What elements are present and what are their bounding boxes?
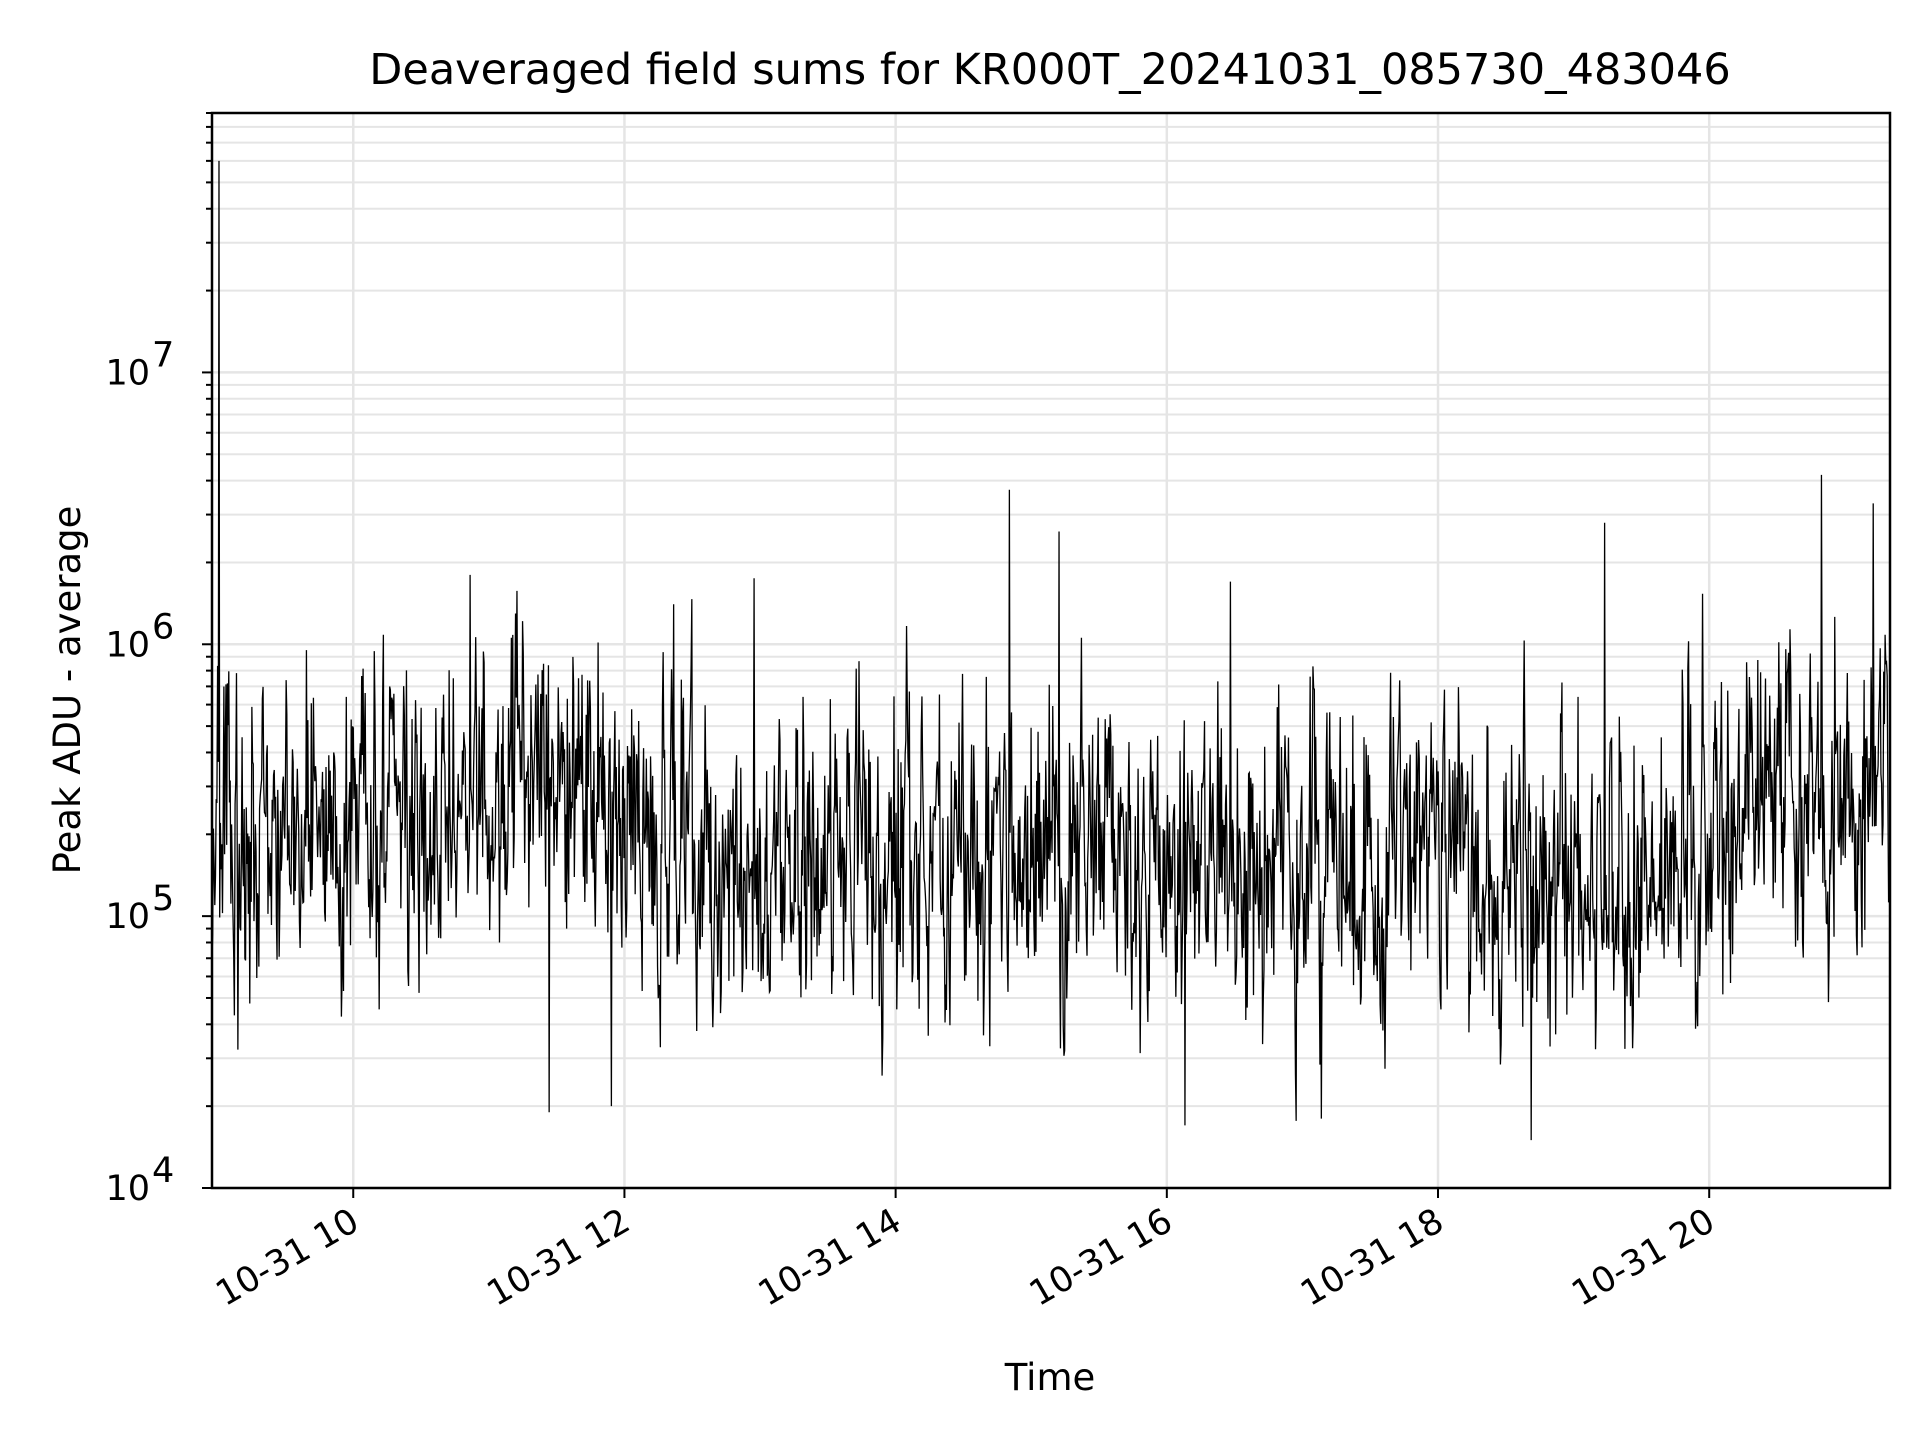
series-layer [211,160,1891,1141]
y-tick-label: 10 [105,1169,150,1209]
x-tick-label: 10-31 14 [752,1201,908,1314]
series-line [211,160,1891,1141]
y-tick-label: 10 [105,625,150,665]
y-tick-label: 10 [105,353,150,393]
y-axis-label: Peak ADU - average [46,506,89,875]
x-axis-label: Time [1004,1356,1096,1399]
y-tick-label: 10 [105,897,150,937]
chart-title: Deaveraged field sums for KR000T_2024103… [369,45,1731,95]
x-tick-label: 10-31 18 [1294,1201,1450,1314]
y-tick-exponent: 5 [152,879,174,919]
x-tick-label: 10-31 10 [209,1201,365,1314]
y-tick-exponent: 7 [152,335,174,375]
y-tick-exponent: 6 [152,607,174,647]
x-tick-label: 10-31 12 [481,1201,637,1314]
y-tick-exponent: 4 [152,1151,174,1191]
plot-frame [210,111,1892,1190]
x-axis: 10-31 10 10-31 12 10-31 14 10-31 16 10-31 18… [209,1188,1722,1314]
grid-lines [212,112,1890,1190]
x-tick-label: 10-31 20 [1565,1201,1721,1314]
x-tick-label: 10-31 16 [1023,1201,1179,1314]
